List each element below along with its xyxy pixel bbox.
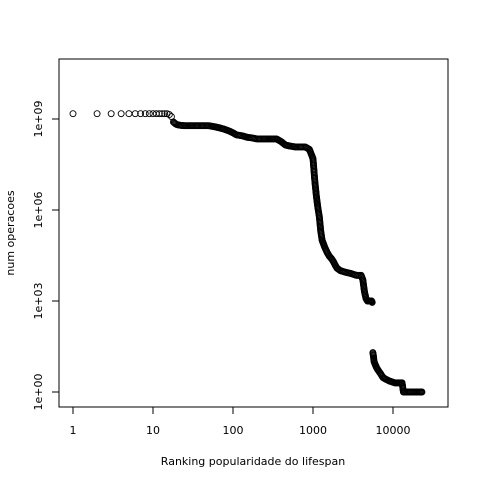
data-point <box>117 110 125 118</box>
y-tick-label: 1e+06 <box>32 192 45 229</box>
x-tick-label: 1 <box>70 424 77 437</box>
data-point <box>93 110 101 118</box>
data-point <box>165 111 173 119</box>
data-point <box>161 110 169 118</box>
data-point <box>145 110 153 118</box>
data-point <box>137 110 145 118</box>
data-points <box>69 110 426 396</box>
data-point <box>107 110 115 118</box>
y-tick-label: 1e+03 <box>32 283 45 320</box>
x-tick-label: 10000 <box>376 424 411 437</box>
data-point <box>69 110 77 118</box>
y-axis-title: num operacoes <box>4 190 17 275</box>
y-tick-label: 1e+00 <box>32 374 45 411</box>
x-tick-label: 10 <box>146 424 160 437</box>
data-point <box>141 110 149 118</box>
x-axis-title: Ranking popularidade do lifespan <box>161 455 345 468</box>
data-point <box>131 110 139 118</box>
x-tick-label: 1000 <box>299 424 327 437</box>
x-tick-label: 100 <box>223 424 244 437</box>
y-tick-label: 1e+09 <box>32 101 45 138</box>
data-point <box>418 388 426 396</box>
data-point <box>155 110 163 118</box>
y-axis: 1e+00 1e+03 1e+06 1e+09 <box>32 101 60 411</box>
data-point <box>368 298 376 306</box>
x-axis: 1 10 100 1000 10000 <box>70 406 411 437</box>
data-point <box>158 110 166 118</box>
